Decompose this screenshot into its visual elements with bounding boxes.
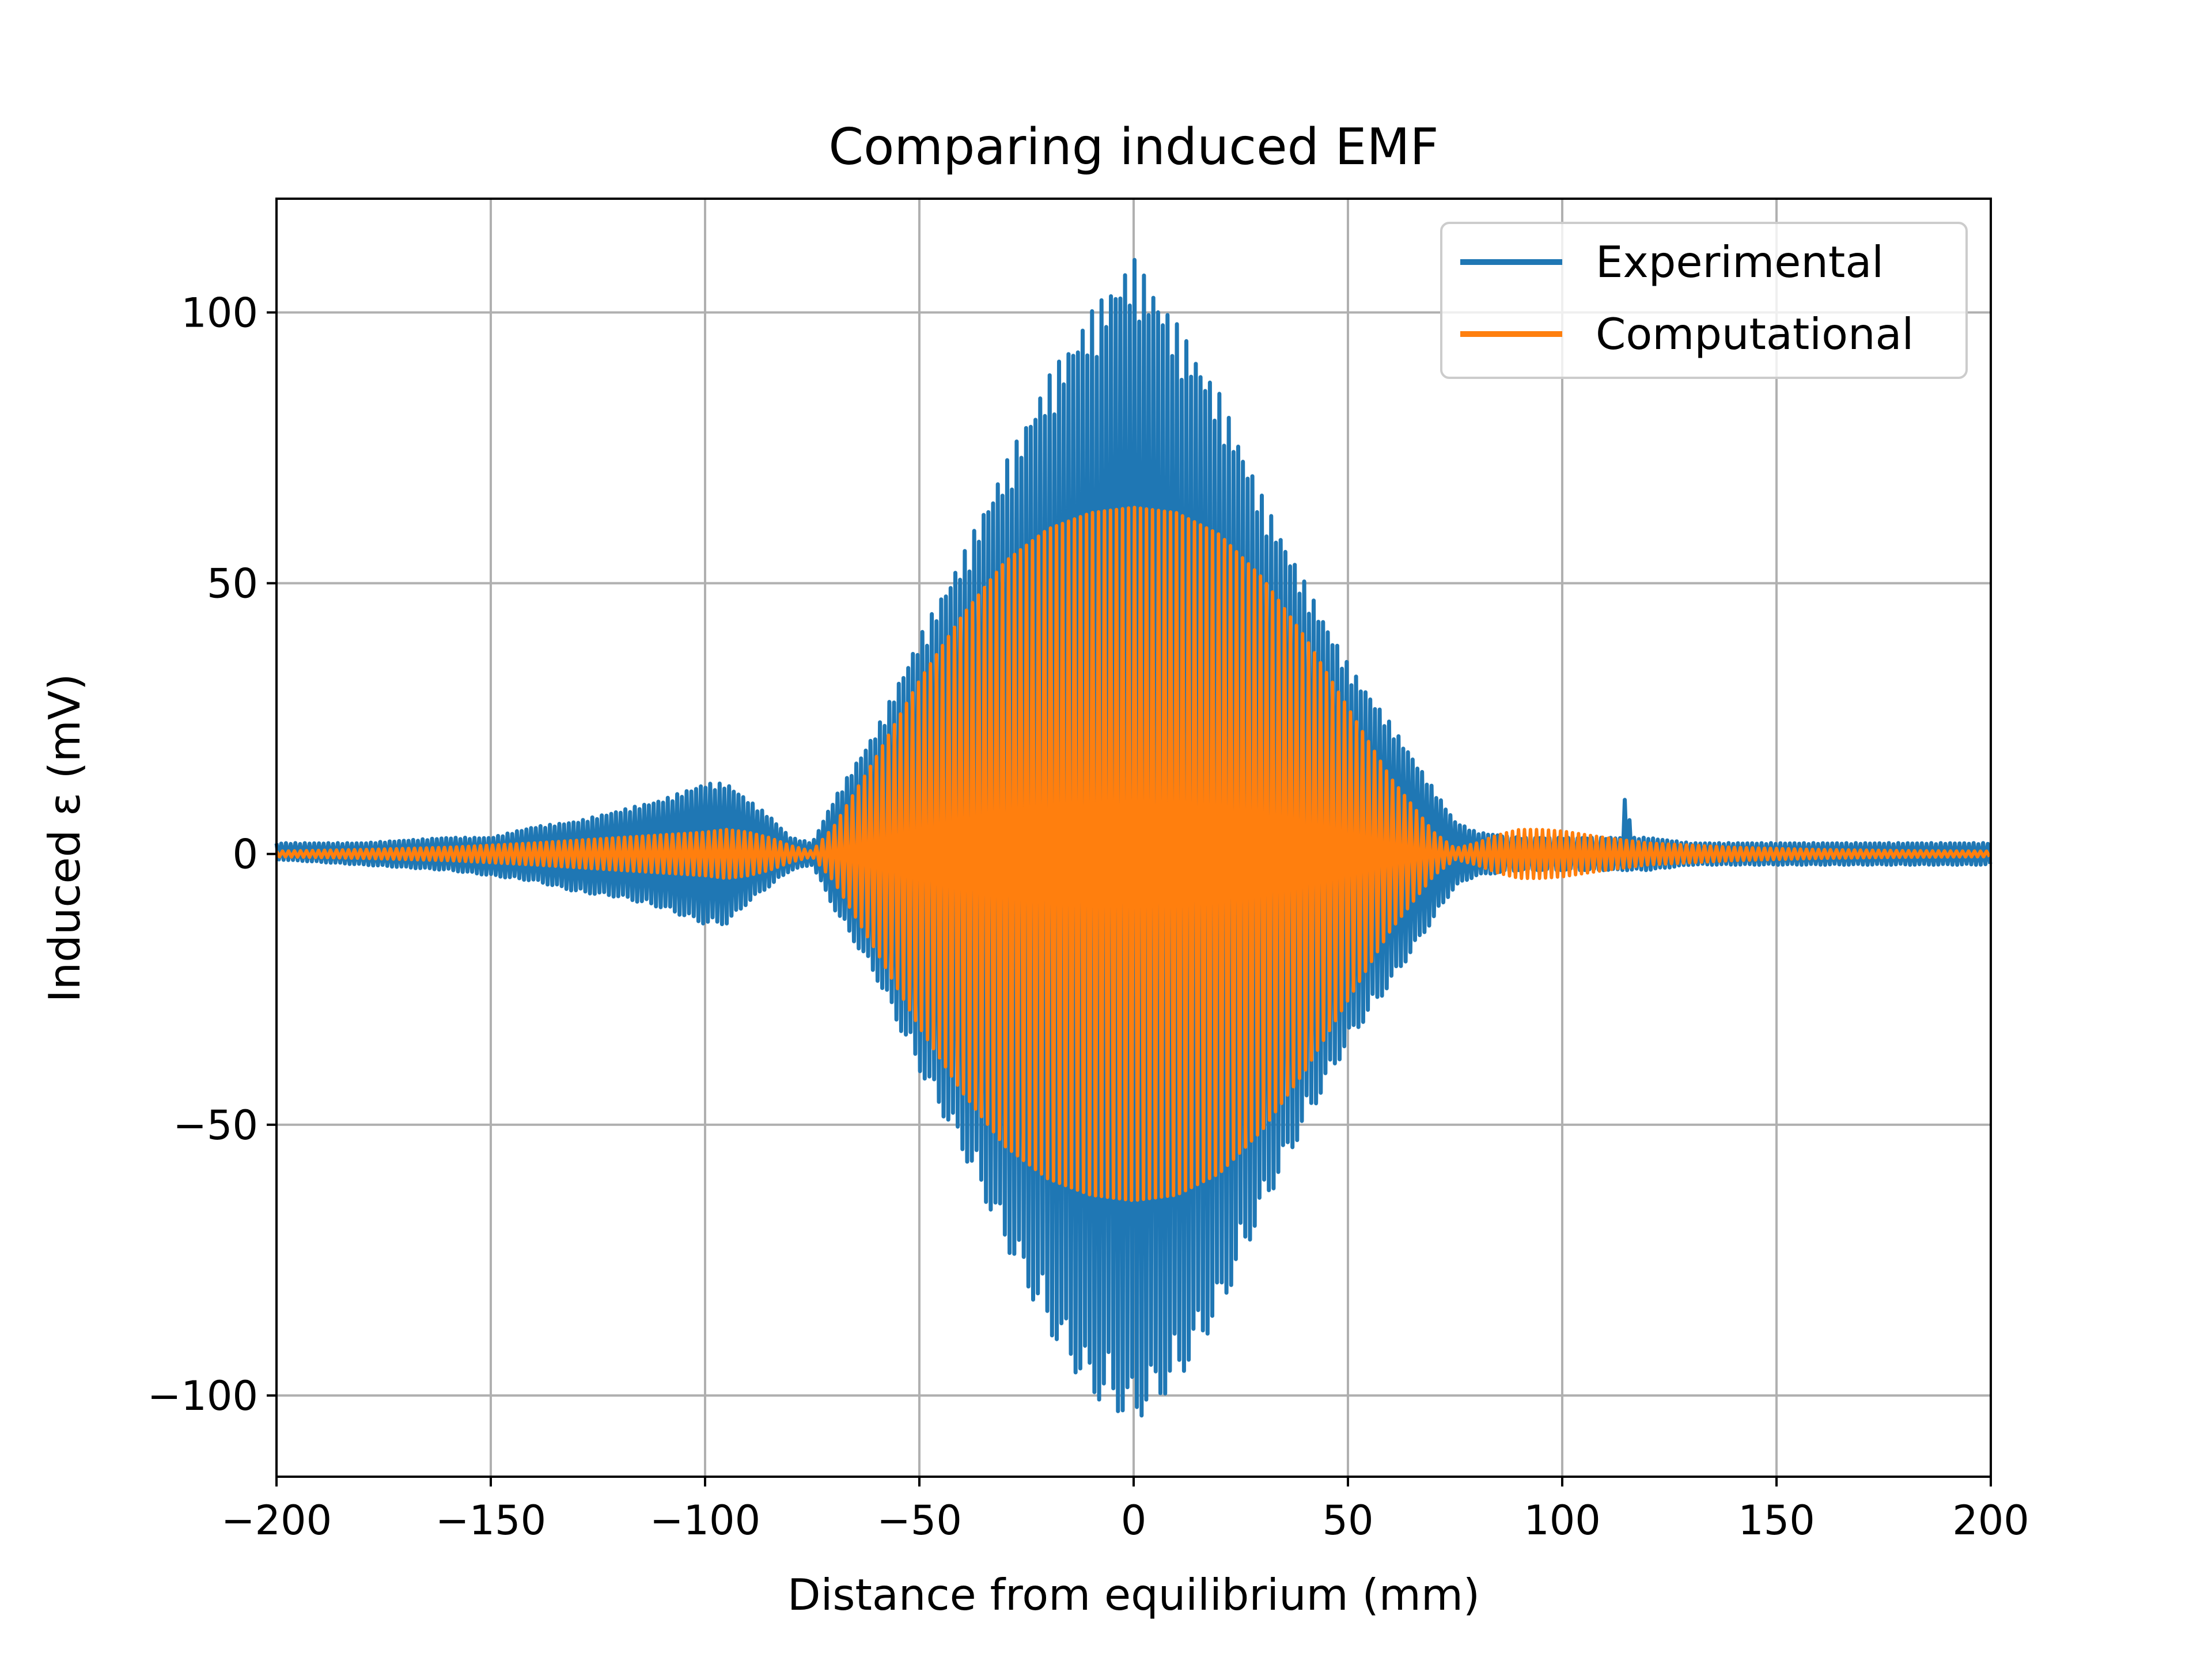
x-tick-label: 0 — [1121, 1497, 1147, 1544]
axis-ticks: −200 −150 −100 −50 0 50 100 150 200 −100 −50 0 50 100 — [147, 289, 2029, 1544]
x-tick-label: −50 — [877, 1497, 962, 1544]
series-line-computational — [275, 506, 1991, 1202]
legend: Experimental Computational — [1440, 222, 1968, 379]
x-axis-title: Distance from equilibrium (mm) — [787, 1569, 1480, 1620]
legend-frame — [1440, 222, 1968, 379]
y-axis-title: Induced ε (mV) — [39, 674, 90, 1003]
x-tick-label: −150 — [435, 1497, 546, 1544]
legend-label-computational: Computational — [1596, 309, 1914, 359]
y-tick-label: −50 — [173, 1102, 258, 1149]
y-tick-label: 0 — [232, 831, 258, 878]
x-tick-label: −100 — [650, 1497, 760, 1544]
chart-title: Comparing induced EMF — [828, 117, 1438, 176]
x-tick-label: 50 — [1322, 1497, 1373, 1544]
y-tick-label: 50 — [207, 560, 258, 608]
x-tick-label: 200 — [1952, 1497, 2029, 1544]
x-tick-label: 150 — [1738, 1497, 1815, 1544]
legend-label-experimental: Experimental — [1596, 237, 1884, 287]
series-layer — [274, 257, 1993, 1418]
x-tick-label: 100 — [1524, 1497, 1601, 1544]
y-tick-label: 100 — [181, 289, 258, 336]
y-tick-label: −100 — [147, 1372, 258, 1420]
x-tick-label: −200 — [221, 1497, 332, 1544]
